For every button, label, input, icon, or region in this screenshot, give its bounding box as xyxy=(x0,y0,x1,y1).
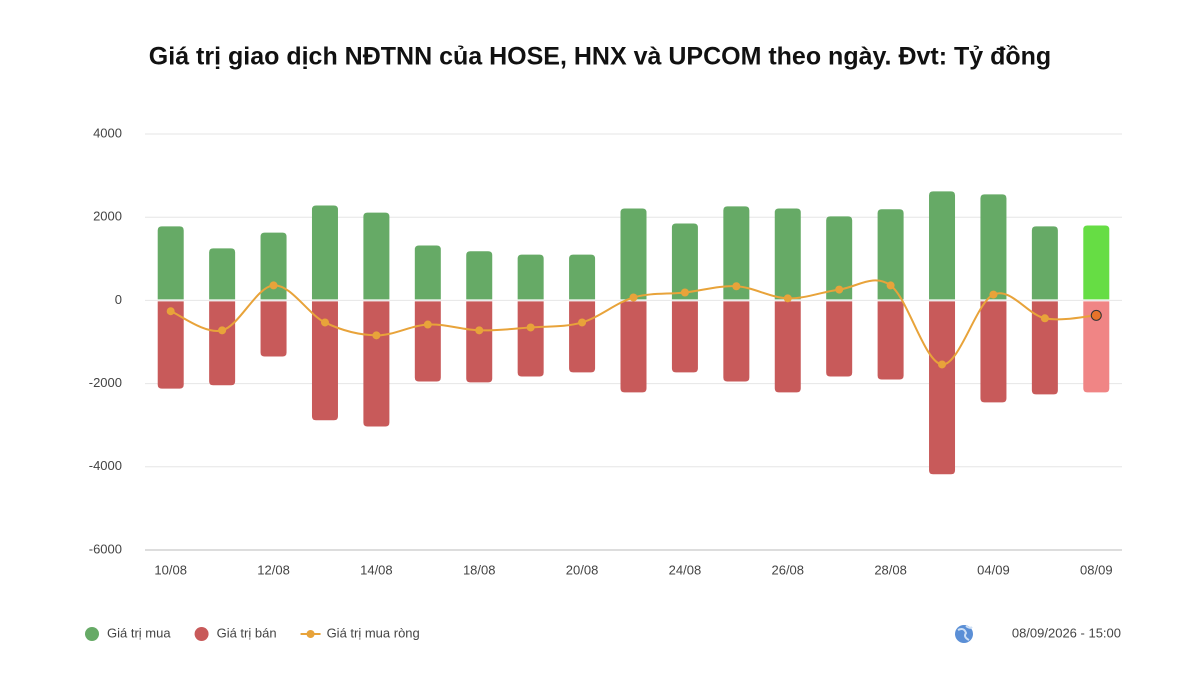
bar xyxy=(877,301,904,380)
net-point xyxy=(166,307,175,316)
bar xyxy=(466,251,493,300)
bar xyxy=(620,301,647,393)
bar xyxy=(826,301,853,377)
bar xyxy=(774,208,801,300)
bar xyxy=(209,301,236,386)
net-point xyxy=(1090,309,1102,321)
bar xyxy=(260,301,287,357)
bar xyxy=(826,216,853,300)
y-tick-label: 0 xyxy=(115,292,122,307)
bar xyxy=(980,194,1007,300)
net-point xyxy=(423,320,432,329)
net-point xyxy=(269,281,278,290)
y-tick-label: 4000 xyxy=(93,125,122,140)
bar xyxy=(311,205,338,300)
legend-marker xyxy=(194,627,209,641)
bar xyxy=(157,226,184,300)
bar xyxy=(620,208,647,300)
bar xyxy=(929,191,956,300)
bar xyxy=(466,301,493,383)
bar xyxy=(774,301,801,393)
x-tick-label: 04/09 xyxy=(977,562,1010,577)
bar xyxy=(877,209,904,300)
bar xyxy=(1031,226,1058,300)
y-tick-label: -4000 xyxy=(89,458,122,473)
legend-label: Giá trị mua ròng xyxy=(327,625,420,640)
bar xyxy=(671,223,698,300)
bar xyxy=(1031,301,1058,395)
net-point xyxy=(989,290,998,299)
bar xyxy=(414,301,441,382)
bar xyxy=(363,212,390,300)
bar xyxy=(209,248,236,300)
bar xyxy=(1083,301,1110,393)
net-point xyxy=(938,360,947,369)
x-tick-label: 24/08 xyxy=(669,562,702,577)
net-point xyxy=(526,323,535,332)
bar xyxy=(1083,225,1110,300)
x-tick-label: 20/08 xyxy=(566,562,599,577)
bar xyxy=(723,206,750,300)
bar xyxy=(363,301,390,427)
bar xyxy=(569,254,596,300)
legend-marker xyxy=(85,627,99,641)
x-tick-label: 10/08 xyxy=(154,562,187,577)
legend-label: Giá trị bán xyxy=(217,625,277,640)
bar xyxy=(671,301,698,373)
bar xyxy=(723,301,750,382)
net-point xyxy=(1040,314,1049,323)
legend-marker xyxy=(306,630,315,638)
net-point xyxy=(372,331,381,340)
net-point xyxy=(886,281,895,290)
bar xyxy=(517,301,544,377)
net-point xyxy=(629,293,638,302)
y-tick-label: -6000 xyxy=(89,541,122,556)
x-tick-label: 18/08 xyxy=(463,562,496,577)
bar xyxy=(414,245,441,300)
bar xyxy=(311,301,338,421)
net-point xyxy=(783,294,792,303)
y-tick-label: 2000 xyxy=(93,209,122,224)
net-point xyxy=(578,318,587,327)
x-tick-label: 28/08 xyxy=(874,562,907,577)
net-point xyxy=(320,318,329,327)
net-point xyxy=(732,282,741,291)
bar xyxy=(569,301,596,373)
legend-label: Giá trị mua xyxy=(107,625,171,640)
net-point xyxy=(475,326,484,335)
bar xyxy=(260,232,287,300)
globe-icon-detail xyxy=(957,625,973,641)
bar xyxy=(980,301,1007,403)
x-tick-label: 08/09 xyxy=(1080,562,1113,577)
x-tick-label: 14/08 xyxy=(360,562,393,577)
y-tick-label: -2000 xyxy=(89,375,122,390)
bar xyxy=(157,301,184,389)
net-point xyxy=(218,326,227,335)
bar xyxy=(517,254,544,300)
x-tick-label: 12/08 xyxy=(257,562,290,577)
timestamp: 08/09/2026 - 15:00 xyxy=(1012,625,1121,640)
net-point xyxy=(680,288,689,297)
net-point xyxy=(835,285,844,294)
chart-title: Giá trị giao dịch NĐTNN của HOSE, HNX và… xyxy=(149,43,1051,71)
bar xyxy=(929,301,956,475)
x-tick-label: 26/08 xyxy=(771,562,804,577)
